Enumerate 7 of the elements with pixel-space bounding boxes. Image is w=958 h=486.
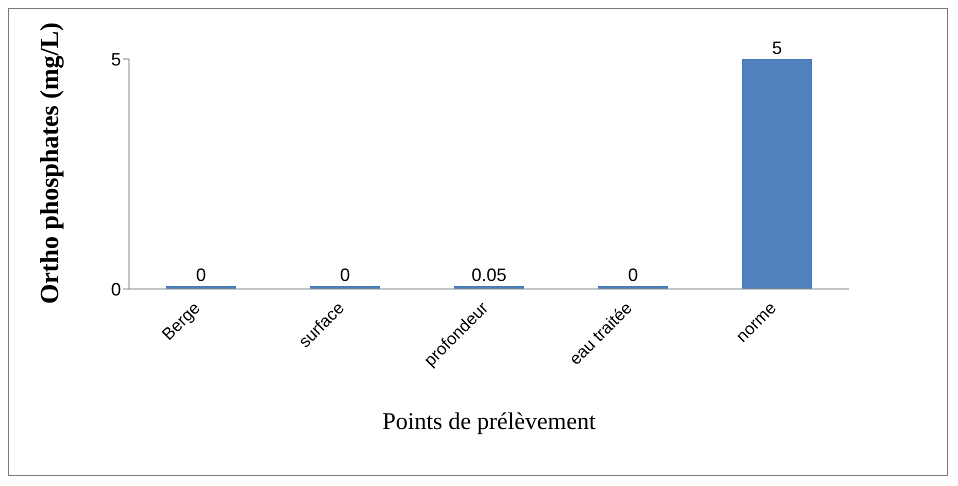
data-label: 0 — [628, 265, 638, 285]
x-axis-title: Points de prélèvement — [382, 409, 596, 435]
data-label: 0.05 — [471, 265, 507, 285]
data-label: 0 — [340, 265, 350, 285]
y-axis-title: Ortho phosphates (mg/L) — [35, 22, 64, 304]
data-label: 0 — [196, 265, 206, 285]
data-label: 5 — [772, 38, 782, 58]
